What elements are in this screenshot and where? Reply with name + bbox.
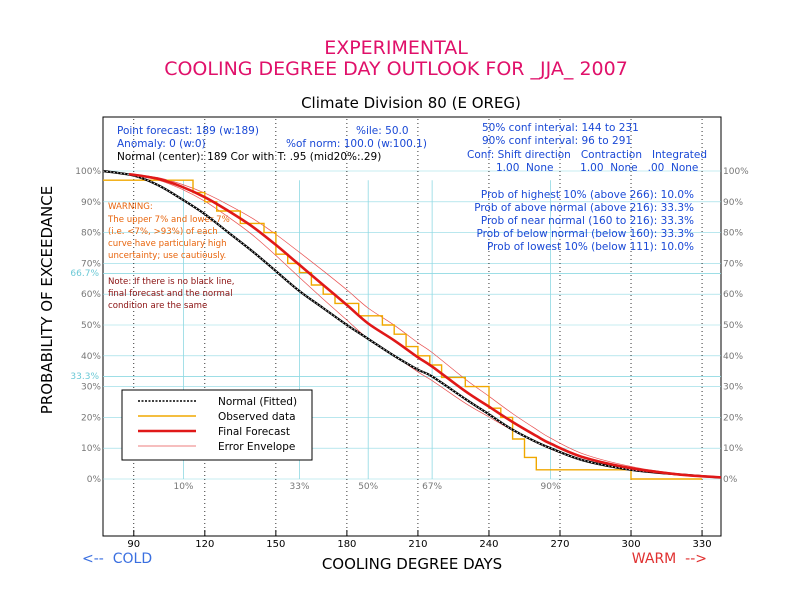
y-tick-label-right: 70% <box>723 259 743 269</box>
percentile-label: 33% <box>290 482 310 492</box>
warm-label: WARM --> <box>632 551 707 567</box>
y-tick-label-left: 0% <box>87 475 102 485</box>
x-axis-label: COOLING DEGREE DAYS <box>322 555 502 573</box>
prob-lowest-10: Prob of lowest 10% (below 111): 10.0% <box>487 241 694 253</box>
subtitle: Climate Division 80 (E OREG) <box>301 94 521 112</box>
y-tick-label-right: 100% <box>723 167 749 177</box>
x-tick-label: 120 <box>195 539 214 550</box>
y-tick-label-right: 60% <box>723 290 743 300</box>
legend-label-forecast: Final Forecast <box>218 426 290 438</box>
p333-label: 33.3% <box>70 372 99 382</box>
y-tick-label-right: 30% <box>723 383 743 393</box>
conf-values: 1.00 None 1.00 None .00 None <box>496 162 698 174</box>
conf-interval-50: 50% conf interval: 144 to 231 <box>482 122 639 134</box>
note-line: final forecast and the normal <box>108 289 233 299</box>
title-line1: EXPERIMENTAL <box>324 37 468 59</box>
warning-line: uncertainty; use cautiously. <box>108 251 226 261</box>
plot-frame <box>102 116 722 537</box>
normal-fitted-dashes <box>102 170 722 478</box>
conf-interval-90: 90% conf interval: 96 to 291 <box>482 135 632 147</box>
conf-header: Conf: Shift direction Contraction Integr… <box>467 149 707 161</box>
prob-highest-10: Prob of highest 10% (above 266): 10.0% <box>481 189 694 201</box>
final-forecast-line <box>128 172 722 479</box>
y-tick-label-right: 80% <box>723 229 743 239</box>
x-tick-label: 300 <box>621 539 640 550</box>
x-tick-label: 330 <box>693 539 712 550</box>
y-tick-label-left: 90% <box>81 198 101 208</box>
warning-line: The upper 7% and lower 7% <box>107 215 230 225</box>
percentile-label: 10% <box>173 482 193 492</box>
y-axis-label: PROBABILITY OF EXCEEDANCE <box>38 186 56 414</box>
prob-below-normal: Prob of below normal (below 160): 33.3% <box>477 228 695 240</box>
y-tick-label-right: 0% <box>723 475 738 485</box>
observed-data-line <box>103 179 703 480</box>
x-tick-label: 90 <box>127 539 140 550</box>
point-forecast: Point forecast: 189 (w:189) <box>117 125 259 137</box>
percentile-value: %ile: 50.0 <box>356 125 409 137</box>
y-tick-label-left: 70% <box>81 259 101 269</box>
prob-near-normal: Prob of near normal (160 to 216): 33.3% <box>481 215 694 227</box>
percentile-label: 50% <box>358 482 378 492</box>
y-tick-label-left: 80% <box>81 229 101 239</box>
y-tick-label-left: 30% <box>81 383 101 393</box>
note-line: Note: If there is no black line, <box>108 277 235 287</box>
title-line2: COOLING DEGREE DAY OUTLOOK FOR _JJA_ 200… <box>164 58 628 80</box>
y-tick-label-left: 20% <box>81 413 101 423</box>
y-tick-label-right: 10% <box>723 444 743 454</box>
x-tick-label: 150 <box>266 539 285 550</box>
legend-label-normal: Normal (Fitted) <box>218 396 297 408</box>
y-tick-label-left: 100% <box>75 167 101 177</box>
x-tick-label: 240 <box>479 539 498 550</box>
y-tick-label-left: 40% <box>81 352 101 362</box>
x-tick-label: 270 <box>550 539 569 550</box>
warning-line: curve have particulary high <box>108 239 227 249</box>
legend-label-envelope: Error Envelope <box>218 441 295 453</box>
prob-above-normal: Prob of above normal (above 216): 33.3% <box>474 202 694 214</box>
percent-of-normal: %of norm: 100.0 (w:100.1) <box>286 138 427 150</box>
y-tick-label-left: 10% <box>81 444 101 454</box>
x-tick-label: 210 <box>408 539 427 550</box>
y-tick-label-right: 20% <box>723 413 743 423</box>
curves <box>102 169 722 480</box>
y-tick-label-right: 40% <box>723 352 743 362</box>
y-tick-label-right: 50% <box>723 321 743 331</box>
axes: 0% 0% 10% 10% 20% 20% 30% 30% 40% 40% 50% 50% 60% 60%… <box>75 167 749 550</box>
note-line: condition are the same <box>108 301 207 311</box>
anomaly: Anomaly: 0 (w:0) <box>117 138 206 150</box>
normal-center: Normal (center): 189 Cor with T: .95 (mi… <box>117 151 381 163</box>
y-tick-label-right: 90% <box>723 198 743 208</box>
percentile-label: 67% <box>422 482 442 492</box>
gridlines <box>103 119 721 536</box>
legend-label-observed: Observed data <box>218 411 296 423</box>
percentile-label: 90% <box>541 482 561 492</box>
cold-label: <-- COLD <box>82 551 152 567</box>
x-tick-label: 180 <box>337 539 356 550</box>
warning-title: WARNING: <box>108 202 153 212</box>
y-tick-label-left: 60% <box>81 290 101 300</box>
y-tick-label-left: 50% <box>81 321 101 331</box>
warning-line: (i.e. <7%, >93%) of each <box>108 227 218 237</box>
p667-label: 66.7% <box>70 269 99 279</box>
